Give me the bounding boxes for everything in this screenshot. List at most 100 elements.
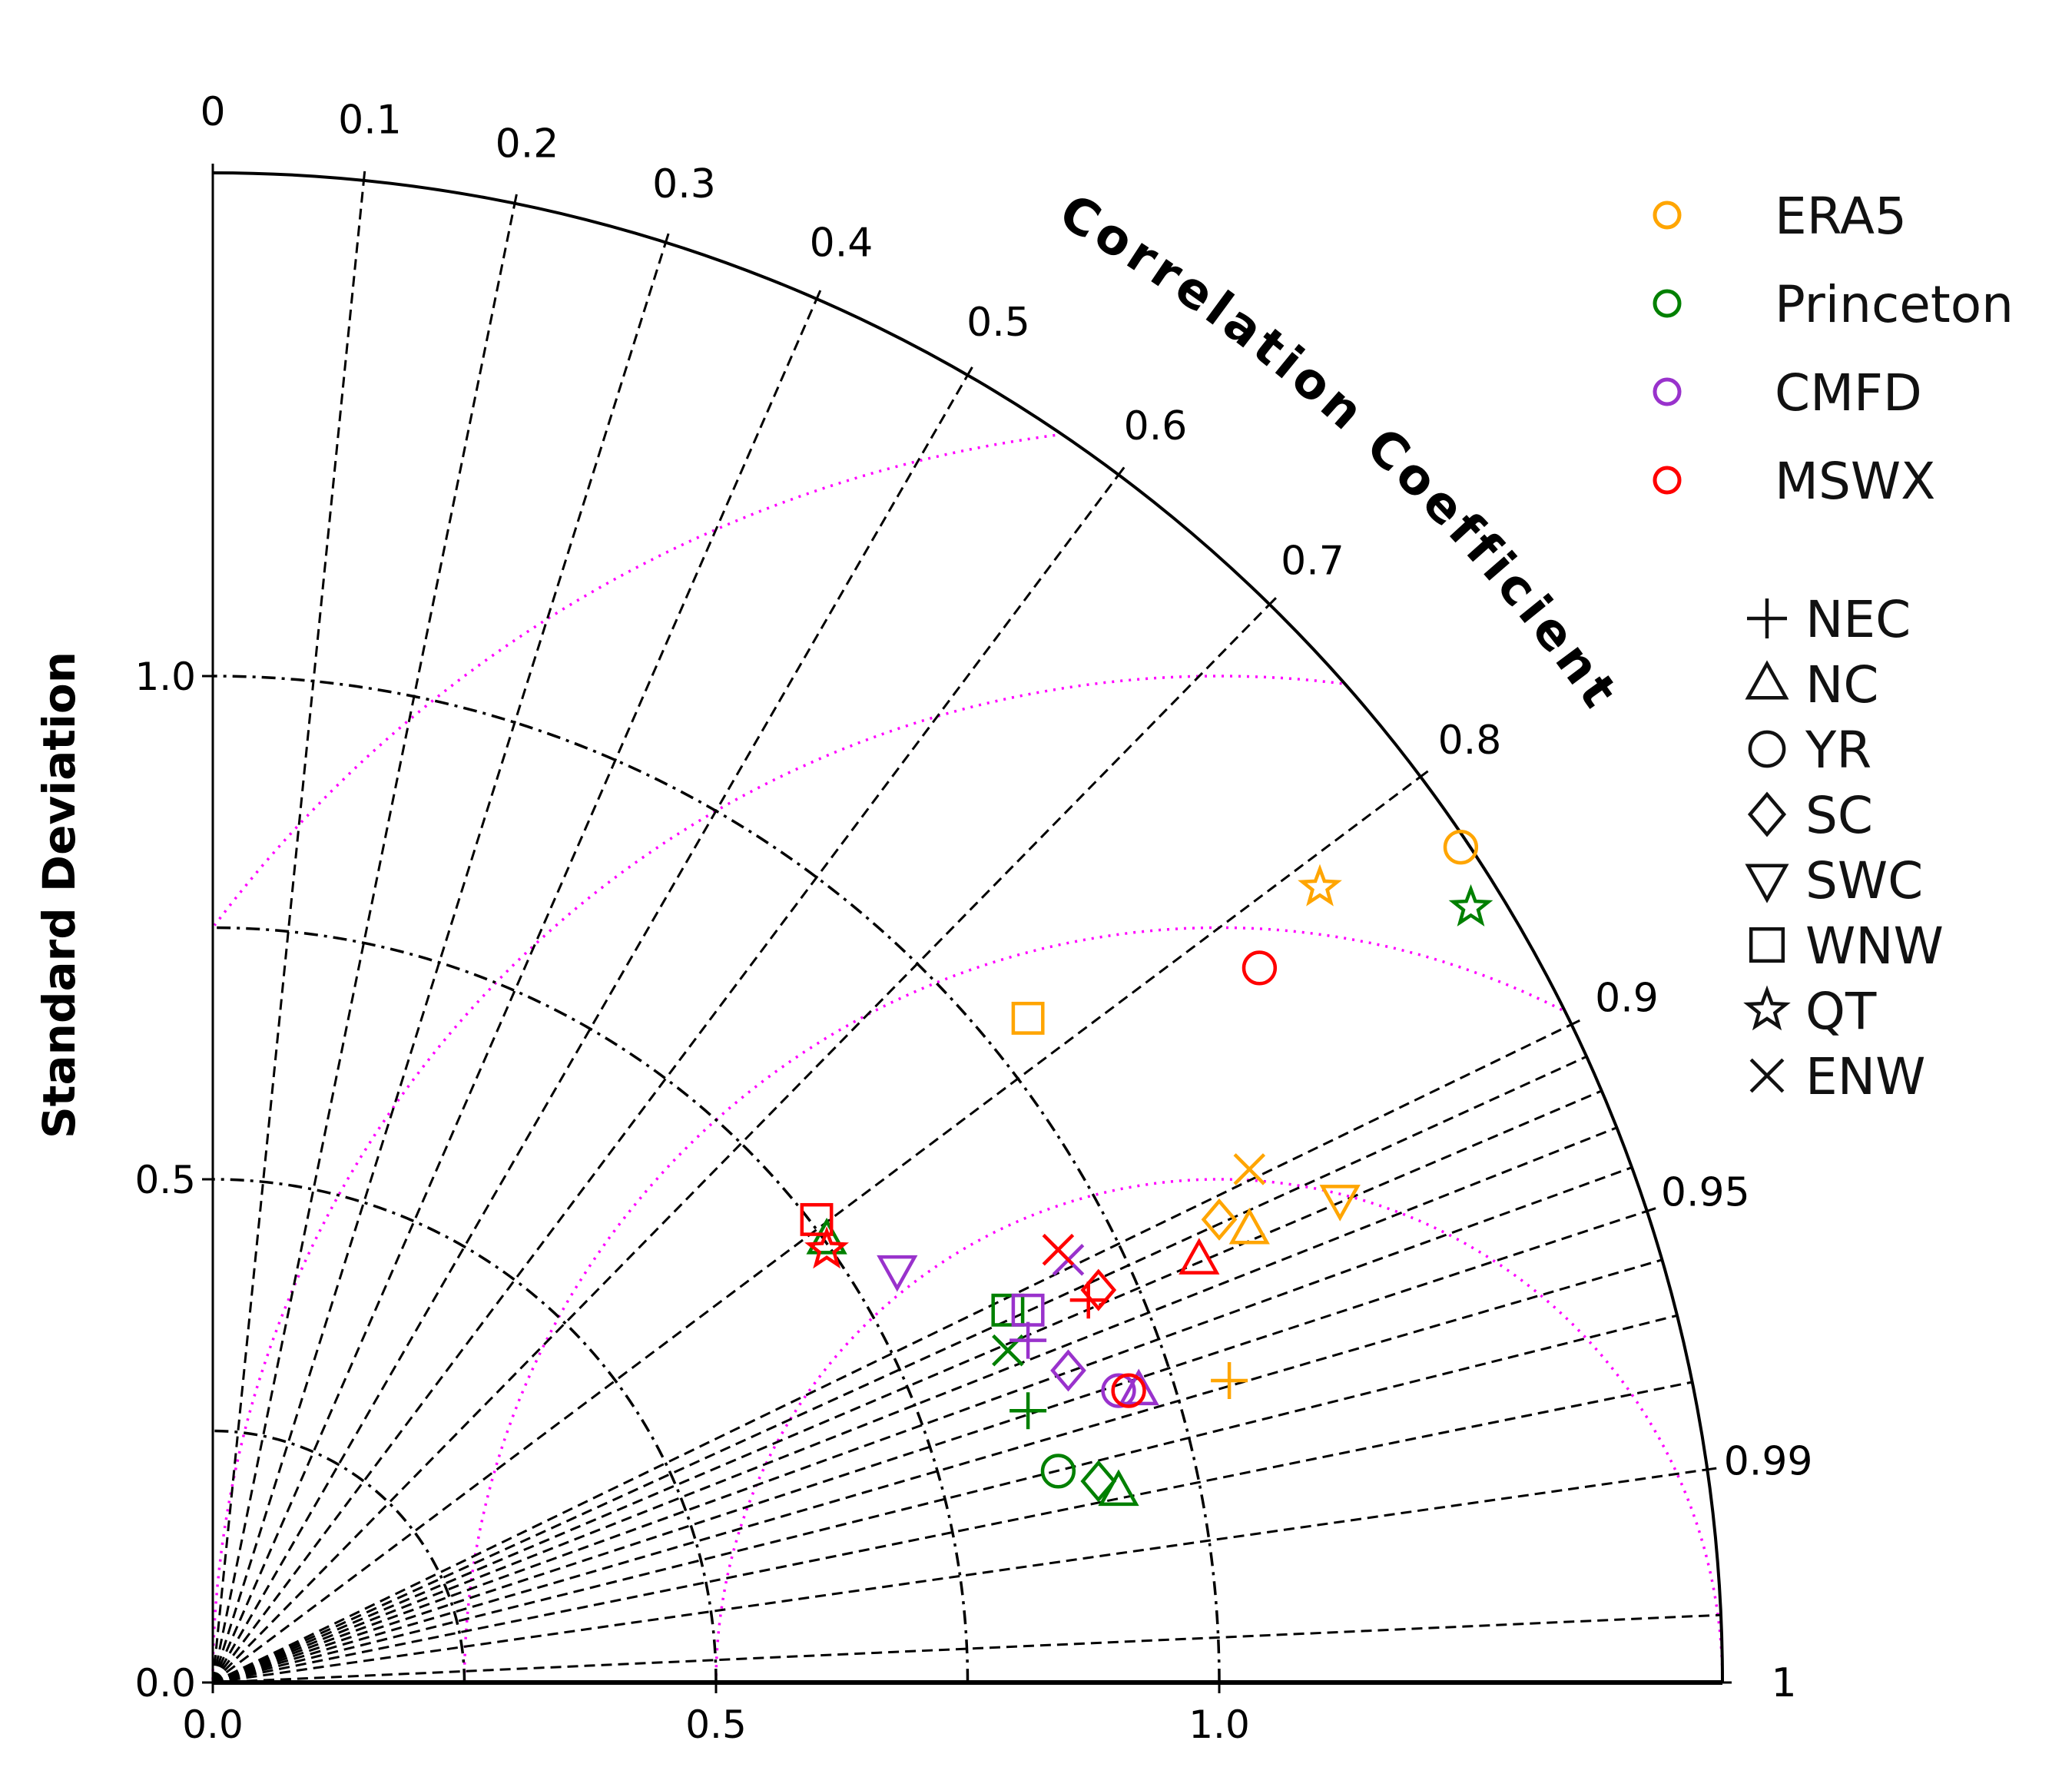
corr-tick-mark-8	[1420, 770, 1429, 778]
corr-tick-label-0: 0	[200, 89, 225, 135]
correlation-line-15	[212, 1166, 1633, 1684]
rmsd-arc-1	[462, 926, 1563, 1683]
point-era5-nec-7	[1211, 1362, 1248, 1399]
point-mswx-enw-27	[1042, 1233, 1075, 1266]
legend-region-marker-5	[1749, 927, 1785, 963]
legend-dataset-label-3: MSWX	[1775, 452, 1935, 511]
rmsd-arc-3	[213, 433, 1056, 927]
corr-tick-mark-3	[665, 233, 670, 243]
legend-region-label-6: QT	[1805, 982, 1877, 1041]
point-era5-swc-4	[1319, 1185, 1361, 1222]
correlation-line-18	[212, 1055, 1587, 1684]
correlation-line-2	[211, 242, 667, 1683]
corr-tick-mark-11	[1707, 1467, 1717, 1471]
legend-region-label-1: NC	[1805, 655, 1878, 714]
point-princeton-nec-12	[1009, 1392, 1047, 1430]
point-cmfd-nec-19	[1009, 1321, 1047, 1359]
legend-region-label-4: SWC	[1805, 851, 1923, 910]
point-princeton-nc-9	[806, 1217, 847, 1255]
corr-tick-label-2: 0.2	[496, 121, 559, 167]
legend-region-marker-6	[1743, 985, 1791, 1031]
correlation-line-14	[212, 1258, 1663, 1684]
legend-region-label-0: NEC	[1805, 590, 1911, 649]
legend-region-marker-1	[1745, 660, 1789, 700]
correlation-line-1	[211, 203, 516, 1683]
legend-dataset-marker-3	[1653, 466, 1682, 495]
corr-tick-label-9: 0.9	[1595, 976, 1659, 1022]
point-mswx-yr-30	[1111, 1373, 1146, 1408]
y-tick-label-0: 0.0	[134, 1661, 196, 1706]
corr-tick-label-12: 1	[1771, 1660, 1796, 1706]
corr-tick-label-4: 0.4	[810, 220, 874, 267]
correlation-line-7	[212, 775, 1421, 1684]
std-arc-3	[212, 675, 1221, 1683]
point-princeton-wnw-10	[991, 1293, 1025, 1327]
point-princeton-yr-13	[1040, 1454, 1076, 1489]
rmsd-arc-0	[714, 1178, 1724, 1683]
correlation-line-4	[211, 374, 969, 1683]
legend-region-marker-7	[1749, 1058, 1785, 1093]
legend-dataset-marker-0	[1653, 201, 1682, 230]
x-tick-label-2: 1.0	[1188, 1702, 1250, 1747]
point-era5-sc-5	[1201, 1198, 1238, 1241]
corr-tick-label-7: 0.7	[1281, 539, 1344, 585]
point-mswx-qt-25	[804, 1226, 849, 1269]
markers-layer	[800, 830, 1493, 1507]
std-arc-0	[212, 1429, 466, 1683]
corr-tick-mark-9	[1570, 1019, 1580, 1026]
corr-tick-mark-2	[513, 194, 518, 204]
legend-dataset-label-0: ERA5	[1775, 187, 1907, 246]
correlation-line-8	[212, 1023, 1573, 1684]
correlation-line-13	[212, 1314, 1678, 1684]
legend-region-marker-0	[1747, 598, 1787, 638]
point-era5-enw-3	[1233, 1153, 1266, 1185]
corr-tick-label-6: 0.6	[1124, 403, 1188, 449]
legend-region-label-5: WNW	[1805, 917, 1944, 976]
legend-region-label-3: SC	[1805, 786, 1873, 845]
corr-tick-mark-4	[815, 290, 822, 300]
point-era5-yr-0	[1443, 830, 1479, 865]
corr-tick-label-11: 0.99	[1724, 1439, 1813, 1485]
corr-tick-label-10: 0.95	[1661, 1169, 1750, 1215]
point-era5-nc-6	[1228, 1207, 1270, 1245]
grid-layer	[211, 180, 1724, 1684]
corr-tick-mark-10	[1646, 1207, 1656, 1212]
corr-tick-label-1: 0.1	[338, 97, 402, 143]
x-tick-label-0: 0.0	[182, 1702, 244, 1747]
corr-tick-label-8: 0.8	[1438, 718, 1502, 764]
x-tick-label-1: 0.5	[685, 1702, 747, 1747]
point-mswx-wnw-24	[800, 1202, 834, 1236]
labels-layer: 0.0 0.5 1.0 0.0 0.5 1.0 0 0.1 0.2 0.3 0.4 0.5 0.6 0.7…	[134, 89, 1812, 1747]
point-mswx-nec-29	[1069, 1281, 1107, 1319]
correlation-line-16	[212, 1126, 1618, 1684]
point-princeton-nc-15	[1098, 1469, 1139, 1507]
legend-dataset-label-2: CMFD	[1775, 363, 1922, 423]
legend-dataset-label-1: Princeton	[1775, 275, 2014, 334]
y-axis-title: Standard Deviation	[33, 651, 85, 1139]
correlation-line-6	[211, 603, 1271, 1684]
point-princeton-sc-14	[1080, 1460, 1117, 1503]
point-princeton-qt-8	[1448, 884, 1493, 927]
rmsd-arc-2	[211, 675, 1342, 1683]
legend: ERA5 Princeton CMFD MSWX NEC NC YR SC SWC WNW QT EN…	[1653, 187, 2014, 1106]
point-era5-qt-1	[1298, 864, 1342, 907]
y-tick-label-1: 0.5	[134, 1158, 196, 1202]
point-era5-wnw-2	[1011, 1001, 1045, 1035]
corr-tick-mark-6	[1117, 466, 1126, 476]
std-arc-2	[212, 926, 970, 1683]
legend-region-marker-4	[1745, 864, 1789, 903]
legend-dataset-marker-1	[1653, 289, 1682, 318]
corr-tick-label-5: 0.5	[966, 300, 1030, 346]
point-cmfd-swc-16	[877, 1255, 918, 1292]
correlation-line-0	[211, 180, 365, 1683]
y-tick-label-2: 1.0	[134, 655, 196, 699]
correlation-line-9	[212, 1210, 1648, 1684]
std-arc-1	[212, 1178, 718, 1683]
legend-region-label-7: ENW	[1805, 1047, 1925, 1106]
point-cmfd-yr-21	[1101, 1373, 1136, 1408]
axes-layer	[202, 164, 1732, 1693]
correlation-line-3	[211, 298, 818, 1683]
arc-title-textpath: Correlation Coefficient	[1049, 184, 1625, 721]
correlation-line-11	[212, 1613, 1722, 1684]
